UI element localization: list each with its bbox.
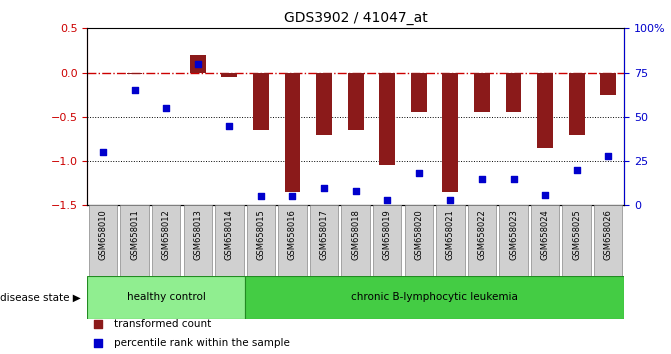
FancyBboxPatch shape bbox=[310, 205, 338, 276]
Text: GSM658025: GSM658025 bbox=[572, 209, 581, 259]
Bar bbox=[411, 73, 427, 113]
Point bbox=[161, 105, 172, 111]
Text: transformed count: transformed count bbox=[114, 319, 211, 329]
Text: GSM658018: GSM658018 bbox=[351, 209, 360, 260]
Point bbox=[539, 192, 550, 198]
Text: chronic B-lymphocytic leukemia: chronic B-lymphocytic leukemia bbox=[351, 292, 518, 302]
FancyBboxPatch shape bbox=[89, 205, 117, 276]
Bar bbox=[245, 276, 624, 319]
Bar bbox=[316, 73, 332, 135]
Text: percentile rank within the sample: percentile rank within the sample bbox=[114, 338, 290, 348]
FancyBboxPatch shape bbox=[247, 205, 275, 276]
FancyBboxPatch shape bbox=[278, 205, 307, 276]
Text: GSM658010: GSM658010 bbox=[99, 209, 107, 259]
Text: GSM658015: GSM658015 bbox=[256, 209, 266, 259]
Bar bbox=[379, 73, 395, 166]
Bar bbox=[190, 55, 205, 73]
Text: GSM658024: GSM658024 bbox=[541, 209, 550, 259]
FancyBboxPatch shape bbox=[215, 205, 244, 276]
FancyBboxPatch shape bbox=[342, 205, 370, 276]
Text: disease state ▶: disease state ▶ bbox=[0, 292, 81, 302]
FancyBboxPatch shape bbox=[405, 205, 433, 276]
Text: GSM658014: GSM658014 bbox=[225, 209, 234, 259]
Title: GDS3902 / 41047_at: GDS3902 / 41047_at bbox=[284, 11, 427, 24]
Bar bbox=[474, 73, 490, 113]
Point bbox=[413, 171, 424, 176]
Bar bbox=[285, 73, 301, 192]
Text: GSM658013: GSM658013 bbox=[193, 209, 202, 260]
Text: GSM658023: GSM658023 bbox=[509, 209, 518, 260]
FancyBboxPatch shape bbox=[499, 205, 527, 276]
FancyBboxPatch shape bbox=[531, 205, 560, 276]
Point bbox=[319, 185, 329, 190]
Text: healthy control: healthy control bbox=[127, 292, 205, 302]
Point bbox=[382, 197, 393, 203]
Point bbox=[476, 176, 487, 182]
FancyBboxPatch shape bbox=[436, 205, 464, 276]
Bar bbox=[221, 73, 238, 77]
Text: GSM658026: GSM658026 bbox=[604, 209, 613, 260]
Point bbox=[287, 194, 298, 199]
Text: GSM658021: GSM658021 bbox=[446, 209, 455, 259]
Bar bbox=[87, 276, 245, 319]
Text: GSM658011: GSM658011 bbox=[130, 209, 139, 259]
Bar bbox=[537, 73, 553, 148]
Text: GSM658016: GSM658016 bbox=[288, 209, 297, 260]
Point bbox=[93, 341, 103, 346]
FancyBboxPatch shape bbox=[468, 205, 496, 276]
Point bbox=[224, 123, 235, 129]
Text: GSM658022: GSM658022 bbox=[478, 209, 486, 259]
Point bbox=[571, 167, 582, 173]
Bar bbox=[442, 73, 458, 192]
Bar bbox=[348, 73, 364, 130]
Text: GSM658012: GSM658012 bbox=[162, 209, 170, 259]
Point bbox=[93, 321, 103, 327]
Point bbox=[445, 197, 456, 203]
Point bbox=[193, 61, 203, 67]
Point bbox=[508, 176, 519, 182]
Text: GSM658020: GSM658020 bbox=[414, 209, 423, 259]
FancyBboxPatch shape bbox=[562, 205, 591, 276]
Bar bbox=[569, 73, 584, 135]
FancyBboxPatch shape bbox=[152, 205, 180, 276]
FancyBboxPatch shape bbox=[373, 205, 401, 276]
Bar bbox=[506, 73, 521, 112]
Bar bbox=[601, 73, 616, 95]
Point bbox=[130, 87, 140, 93]
Text: GSM658019: GSM658019 bbox=[382, 209, 392, 259]
Bar bbox=[253, 73, 269, 130]
FancyBboxPatch shape bbox=[594, 205, 623, 276]
Point bbox=[603, 153, 613, 159]
Point bbox=[350, 188, 361, 194]
Point bbox=[98, 149, 109, 155]
Bar bbox=[127, 73, 142, 74]
FancyBboxPatch shape bbox=[184, 205, 212, 276]
FancyBboxPatch shape bbox=[120, 205, 149, 276]
Text: GSM658017: GSM658017 bbox=[319, 209, 329, 260]
Point bbox=[256, 194, 266, 199]
